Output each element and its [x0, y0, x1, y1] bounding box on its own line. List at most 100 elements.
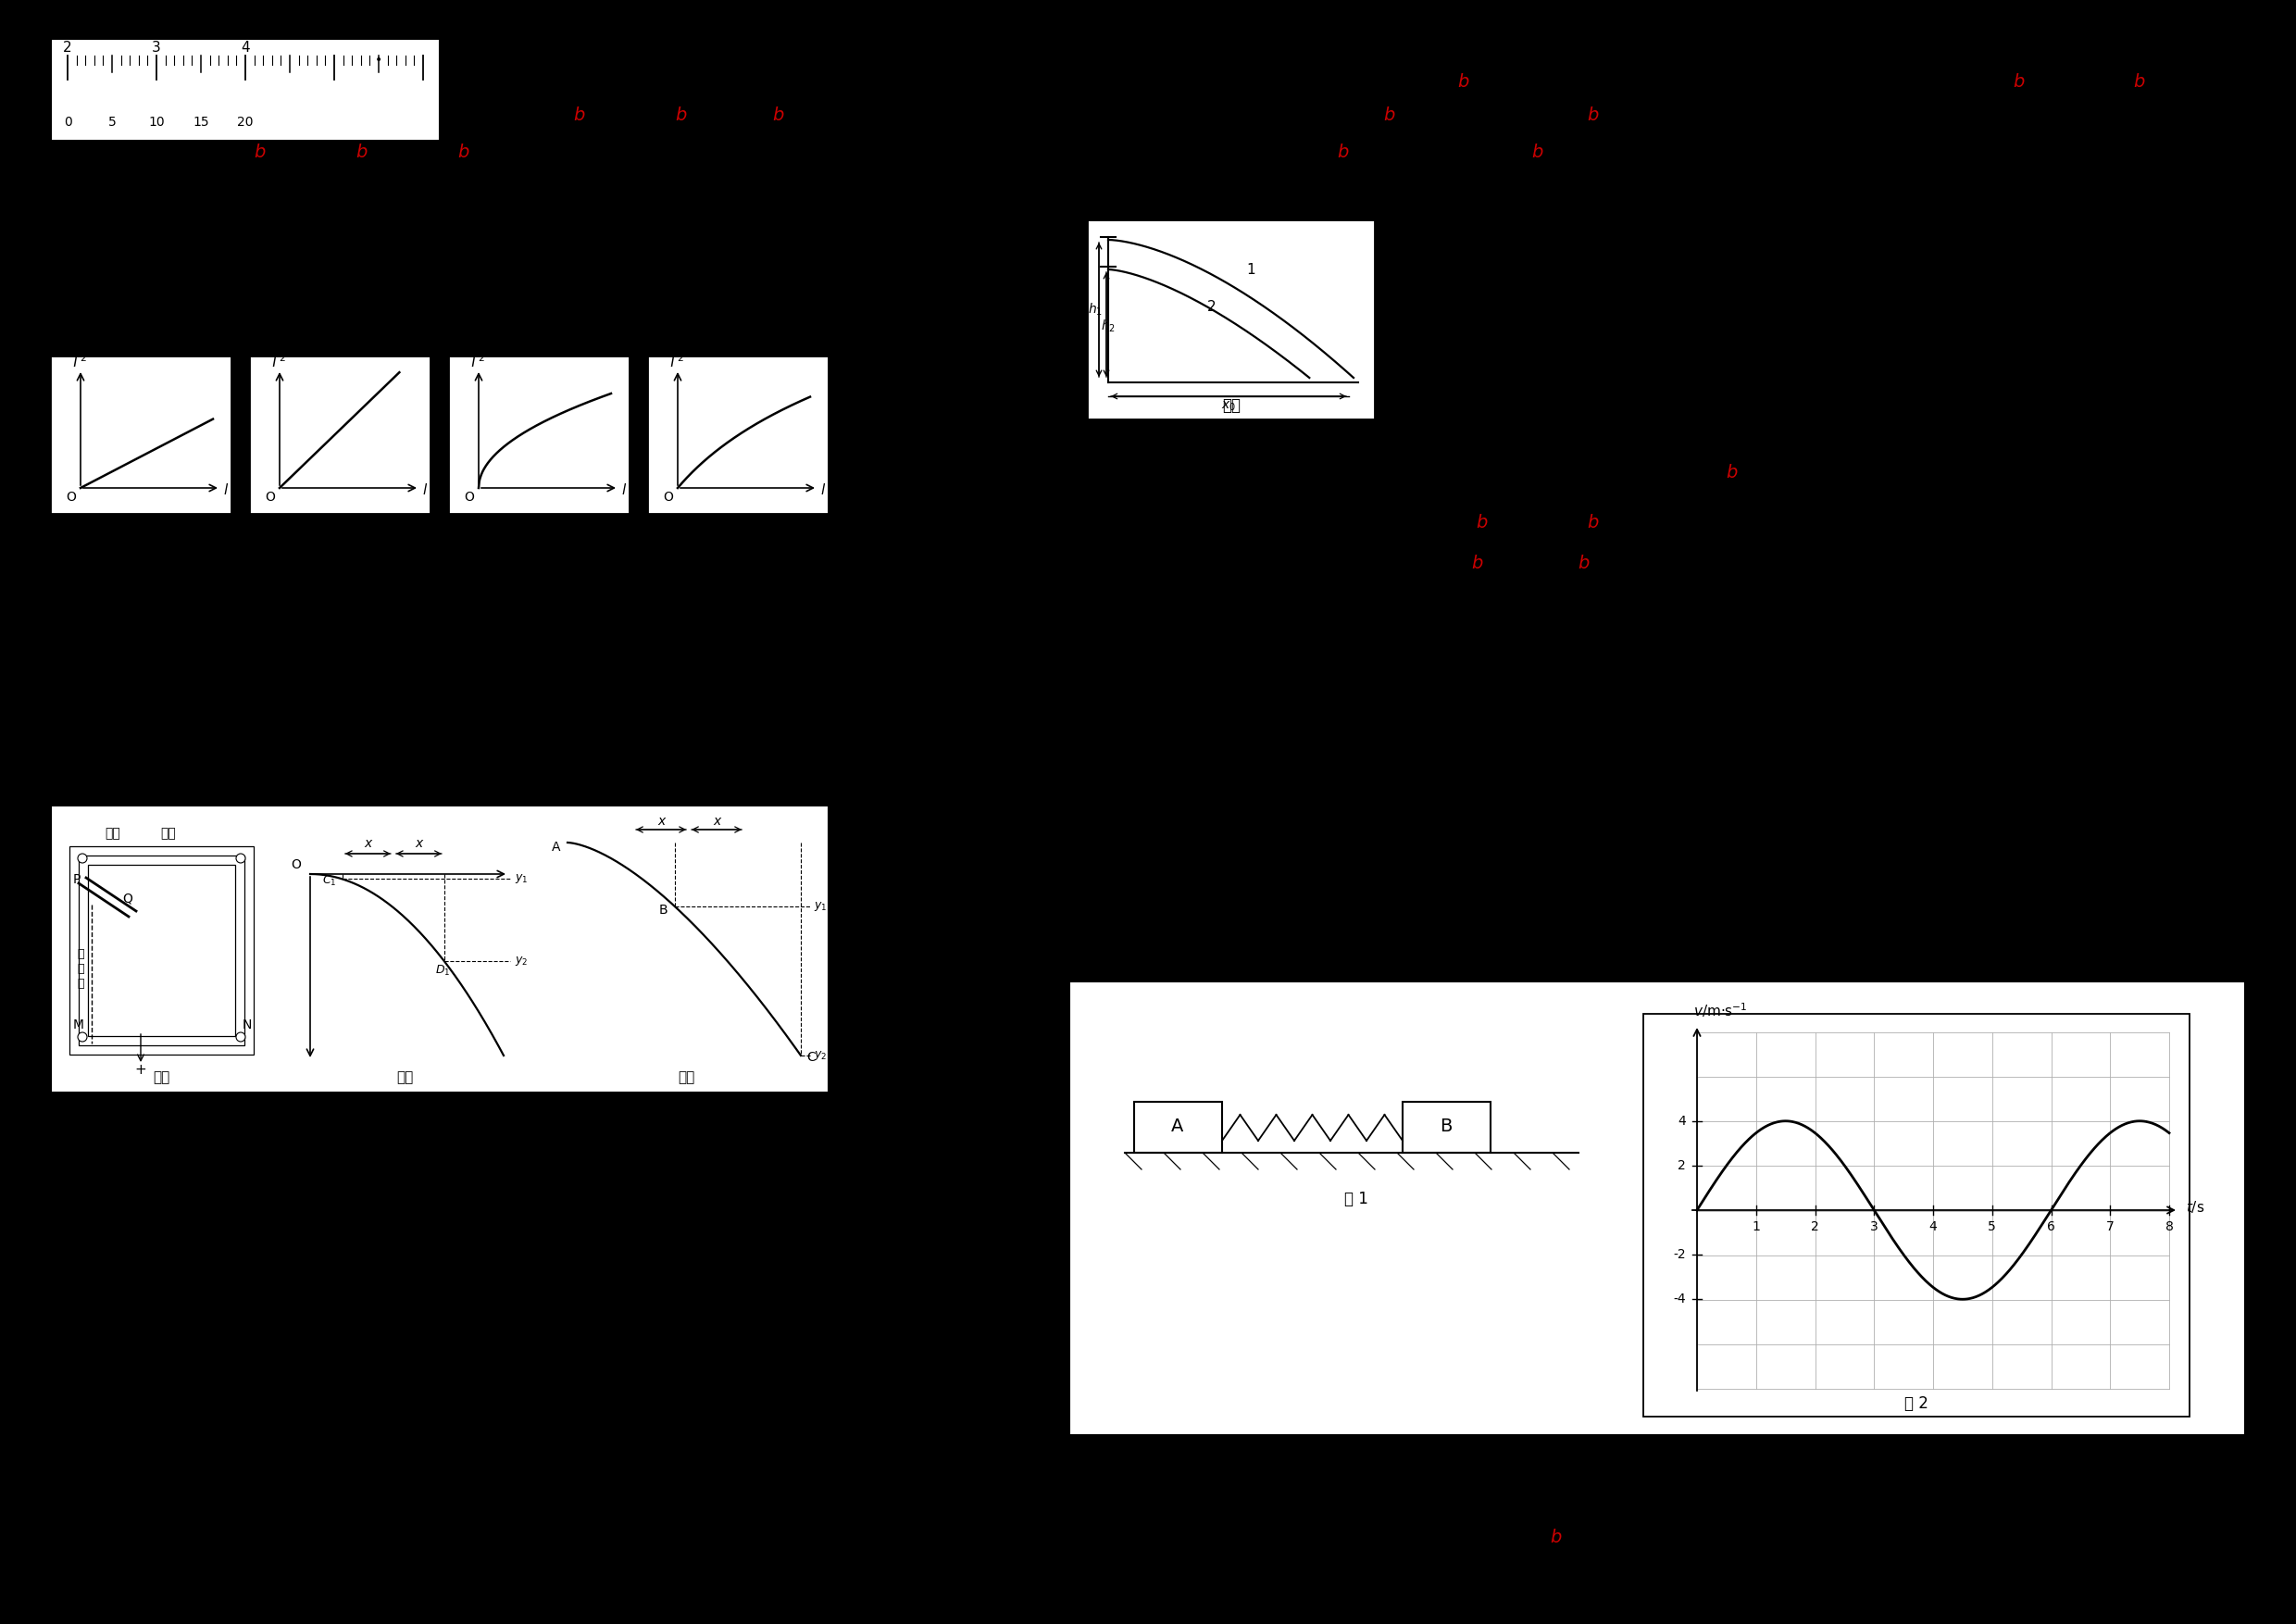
Text: 2: 2 [1812, 1220, 1818, 1233]
Circle shape [78, 1033, 87, 1041]
Bar [51, 806, 829, 1093]
Text: b: b [1472, 554, 1483, 572]
Text: 2: 2 [1678, 1160, 1685, 1173]
Text: x: x [365, 836, 372, 849]
Text: 1: 1 [1752, 1220, 1761, 1233]
Text: $l$: $l$ [820, 482, 827, 497]
Bar [1088, 221, 1375, 419]
Text: 20: 20 [236, 115, 253, 128]
Text: b: b [253, 145, 264, 161]
Text: 线: 线 [78, 978, 85, 989]
Text: 图 1: 图 1 [1345, 1190, 1368, 1207]
Text: $y_2$: $y_2$ [514, 955, 528, 968]
Text: A: A [551, 841, 560, 854]
Circle shape [236, 854, 246, 862]
Text: 4: 4 [241, 41, 250, 55]
Text: b: b [1336, 145, 1348, 161]
Text: Q: Q [122, 892, 133, 905]
Text: $y_1$: $y_1$ [813, 900, 827, 913]
Text: b: b [1587, 107, 1598, 125]
Text: b: b [1476, 515, 1488, 533]
Circle shape [78, 854, 87, 862]
Text: 4: 4 [1929, 1220, 1938, 1233]
Bar [69, 846, 253, 1054]
Text: b: b [1382, 107, 1394, 125]
Text: 15: 15 [193, 115, 209, 128]
Text: C: C [806, 1051, 815, 1064]
Text: $h_1$: $h_1$ [1088, 302, 1102, 318]
Text: 3: 3 [1869, 1220, 1878, 1233]
Bar [1644, 1013, 2190, 1416]
Text: 垂: 垂 [78, 963, 85, 974]
Text: $D_1$: $D_1$ [434, 963, 450, 978]
Text: 图甲: 图甲 [152, 1070, 170, 1085]
Text: x: x [657, 815, 666, 828]
Text: b: b [1550, 1528, 1561, 1546]
Bar [1070, 981, 2245, 1436]
Text: 重: 重 [78, 948, 85, 960]
Text: 0: 0 [64, 115, 71, 128]
Text: $T^2$: $T^2$ [668, 354, 684, 370]
Text: $y_2$: $y_2$ [813, 1049, 827, 1062]
Text: $x_0$: $x_0$ [1221, 400, 1235, 412]
Bar [78, 856, 243, 1046]
Text: 硬板: 硬板 [106, 827, 122, 840]
Text: b: b [457, 145, 468, 161]
Text: $l$: $l$ [223, 482, 230, 497]
Text: B: B [1440, 1117, 1453, 1135]
Text: N: N [243, 1018, 253, 1031]
Text: 图丙: 图丙 [677, 1070, 693, 1085]
Text: b: b [1577, 554, 1589, 572]
Text: b: b [1587, 515, 1598, 533]
Text: $l$: $l$ [622, 482, 627, 497]
Text: O: O [464, 490, 475, 503]
Text: $T^2$: $T^2$ [468, 354, 484, 370]
Text: 4: 4 [1678, 1114, 1685, 1127]
Text: 图 2: 图 2 [1903, 1395, 1929, 1411]
Text: b: b [675, 107, 687, 125]
Text: b: b [2133, 73, 2144, 91]
Bar [450, 356, 629, 513]
Text: cm: cm [441, 41, 461, 55]
Text: $h_2$: $h_2$ [1100, 318, 1116, 335]
Text: x: x [712, 815, 721, 828]
Text: 10: 10 [149, 115, 165, 128]
Bar [1403, 1101, 1490, 1153]
Text: $T^2$: $T^2$ [71, 354, 87, 370]
Text: $t$/s: $t$/s [2186, 1200, 2204, 1215]
Text: 图丁: 图丁 [1221, 398, 1240, 414]
Text: $C_1$: $C_1$ [321, 874, 338, 888]
Text: b: b [574, 107, 585, 125]
Text: •: • [374, 54, 383, 67]
Text: $y_1$: $y_1$ [514, 872, 528, 885]
Text: O: O [664, 490, 673, 503]
Text: $T^2$: $T^2$ [269, 354, 287, 370]
Text: 6: 6 [2048, 1220, 2055, 1233]
Text: 白纸: 白纸 [161, 827, 177, 840]
Bar [87, 864, 234, 1036]
Text: b: b [1727, 463, 1738, 481]
Text: 图乙: 图乙 [397, 1070, 413, 1085]
Text: O: O [266, 490, 276, 503]
Text: b: b [1531, 145, 1543, 161]
Text: 3: 3 [152, 41, 161, 55]
Text: 8: 8 [2165, 1220, 2174, 1233]
Text: 2: 2 [62, 41, 71, 55]
Bar [51, 356, 232, 513]
Text: B: B [659, 903, 668, 916]
Text: -2: -2 [1674, 1249, 1685, 1262]
Bar [1134, 1101, 1221, 1153]
Text: M: M [73, 1018, 85, 1031]
Bar [51, 39, 441, 141]
Text: 1: 1 [1247, 263, 1256, 278]
Circle shape [236, 1033, 246, 1041]
Text: x: x [416, 836, 422, 849]
Text: b: b [1458, 73, 1469, 91]
Text: $v$/m·s$^{-1}$: $v$/m·s$^{-1}$ [1694, 1000, 1747, 1020]
Text: A: A [1171, 1117, 1185, 1135]
Text: 5: 5 [108, 115, 117, 128]
Text: 5: 5 [1988, 1220, 1995, 1233]
Text: $l$: $l$ [422, 482, 427, 497]
Text: -4: -4 [1674, 1293, 1685, 1306]
Text: b: b [356, 145, 367, 161]
